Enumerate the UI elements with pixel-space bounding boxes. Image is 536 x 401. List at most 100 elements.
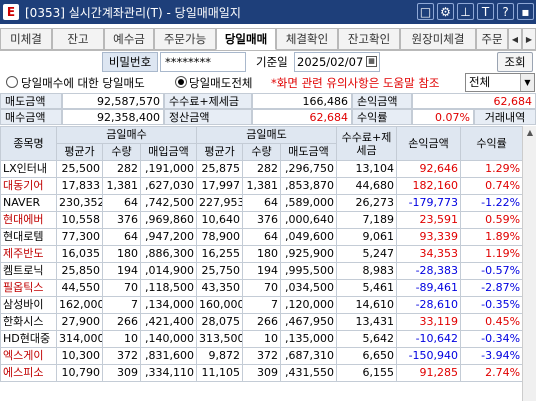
stock-name[interactable]: 대동기어 [0, 177, 57, 195]
help-icon[interactable]: ? [497, 3, 514, 20]
trade-table: 종목명 금일매수 금일매도 수수료+제세금 손익금액 수익률 평균가 수량 매입… [0, 126, 524, 382]
query-button[interactable]: 조회 [497, 52, 533, 72]
cell-pnl: 92,646 [396, 160, 462, 178]
table-row[interactable]: 에스피소 10,790 309,334,110 11,105 309,431,550 6,… [0, 364, 524, 382]
cell-b-amt: ,831,600 [139, 347, 198, 365]
radio-all-sells-label[interactable]: 당일매도전체 [189, 76, 253, 90]
cell-b-avg: 16,035 [56, 245, 103, 263]
tab-daily-trading[interactable]: 당일매매 [216, 28, 276, 50]
cell-pnl: 34,353 [396, 245, 462, 263]
cell-s-avg: 9,872 [196, 347, 244, 365]
stock-name[interactable]: 한화시스 [0, 313, 57, 331]
cell-s-avg: 17,997 [196, 177, 244, 195]
tab-scroll-right-icon[interactable]: ▶ [522, 28, 536, 50]
cell-ret: -0.57% [460, 262, 524, 280]
stock-name[interactable]: 엑스게이 [0, 347, 57, 365]
stock-name[interactable]: HD현대중 [0, 330, 57, 348]
col-sell-avg[interactable]: 평균가 [196, 143, 244, 161]
cell-s-qty: 372 [242, 347, 282, 365]
window-link-icon[interactable]: □ [417, 3, 434, 20]
stock-name[interactable]: 현대로템 [0, 228, 57, 246]
pin-icon[interactable]: ⊥ [457, 3, 474, 20]
radio-same-day-buy-sell[interactable] [6, 76, 18, 88]
chevron-down-icon[interactable]: ▼ [520, 74, 534, 91]
col-name[interactable]: 종목명 [0, 126, 57, 161]
tab-unfilled[interactable]: 미체결 [0, 28, 52, 50]
filter-select[interactable]: 전체 ▼ [465, 73, 535, 92]
fee-tax-value: 166,486 [252, 93, 352, 109]
col-sell-qty[interactable]: 수량 [242, 143, 282, 161]
col-buy-amount[interactable]: 매입금액 [139, 143, 198, 161]
stock-name[interactable]: 켐트로닉 [0, 262, 57, 280]
col-pnl[interactable]: 손익금액 [396, 126, 462, 161]
table-row[interactable]: 엑스게이 10,300 372,831,600 9,872 372,687,310 6,6… [0, 347, 524, 365]
scroll-up-icon[interactable]: ▲ [526, 128, 534, 137]
cell-b-avg: 25,850 [56, 262, 103, 280]
table-row[interactable]: 켐트로닉 25,850 194,014,900 25,750 194,995,500 8,… [0, 262, 524, 280]
cell-pnl: -28,610 [396, 296, 462, 314]
settings-icon[interactable]: ⚙ [437, 3, 454, 20]
summary-row: 매도금액 92,587,570 수수료+제세금 166,486 손익금액 62,… [0, 93, 536, 109]
cell-b-qty: 194 [102, 262, 141, 280]
table-row[interactable]: 한화시스 27,900 266,421,400 28,075 266,467,950 13… [0, 313, 524, 331]
table-row[interactable]: 대동기어 17,833 1,381,627,030 17,997 1,381,853,8… [0, 177, 524, 195]
table-row[interactable]: NAVER 230,352 64,742,500 227,953 64,589,000 2… [0, 194, 524, 212]
buy-amount-label: 매수금액 [0, 109, 62, 125]
table-row[interactable]: 필옵틱스 44,550 70,118,500 43,350 70,034,500 5,46… [0, 279, 524, 297]
cell-b-amt: ,627,030 [139, 177, 198, 195]
radio-all-sells[interactable] [175, 76, 187, 88]
col-return[interactable]: 수익률 [460, 126, 524, 161]
col-buy-qty[interactable]: 수량 [102, 143, 141, 161]
date-input[interactable]: 2025/02/07 ▦ [294, 52, 380, 72]
table-row[interactable]: 삼성바이 162,000 7,134,000 160,000 7,120,000 14,6… [0, 296, 524, 314]
radio-same-day-buy-sell-label[interactable]: 당일매수에 대한 당일매도 [21, 76, 145, 90]
cell-ret: 0.74% [460, 177, 524, 195]
cell-fee: 5,461 [336, 279, 398, 297]
col-fee-tax[interactable]: 수수료+제세금 [336, 126, 398, 161]
vertical-scrollbar[interactable]: ▲ [522, 126, 536, 401]
cell-s-avg: 227,953 [196, 194, 244, 212]
stock-name[interactable]: 필옵틱스 [0, 279, 57, 297]
table-row[interactable]: 현대에버 10,558 376,969,860 10,640 376,000,640 7,… [0, 211, 524, 229]
cell-ret: 1.89% [460, 228, 524, 246]
table-row[interactable]: 현대로템 77,300 64,947,200 78,900 64,049,600 9,06… [0, 228, 524, 246]
cell-b-amt: ,969,860 [139, 211, 198, 229]
stock-name[interactable]: 에스피소 [0, 364, 57, 382]
return-value: 0.07% [412, 109, 474, 125]
tab-balance[interactable]: 잔고 [52, 28, 104, 50]
col-buy-avg[interactable]: 평균가 [56, 143, 103, 161]
tab-order[interactable]: 주문 [476, 28, 508, 50]
stock-name[interactable]: LX인터내 [0, 160, 57, 178]
stock-name[interactable]: NAVER [0, 194, 57, 212]
cell-b-qty: 10 [102, 330, 141, 348]
cell-s-qty: 64 [242, 194, 282, 212]
stock-name[interactable]: 제주반도 [0, 245, 57, 263]
stock-name[interactable]: 삼성바이 [0, 296, 57, 314]
trade-history-link[interactable]: 거래내역 [474, 109, 536, 125]
filter-select-value: 전체 [469, 75, 491, 89]
col-sell-amount[interactable]: 매도금액 [280, 143, 338, 161]
cell-pnl: -150,940 [396, 347, 462, 365]
font-size-icon[interactable]: T [477, 3, 494, 20]
table-row[interactable]: HD현대중 314,000 10,140,000 313,500 10,135,000 5… [0, 330, 524, 348]
cell-fee: 26,273 [336, 194, 398, 212]
cell-b-amt: ,140,000 [139, 330, 198, 348]
stock-name[interactable]: 현대에버 [0, 211, 57, 229]
tab-fill-check[interactable]: 체결확인 [276, 28, 338, 50]
tab-orderable[interactable]: 주문가능 [154, 28, 216, 50]
tab-deposit[interactable]: 예수금 [104, 28, 154, 50]
password-input[interactable]: ******** [160, 52, 246, 72]
cell-b-amt: ,421,400 [139, 313, 198, 331]
tab-scroll-left-icon[interactable]: ◀ [508, 28, 522, 50]
date-value: 2025/02/07 [297, 55, 364, 69]
tab-balance-check[interactable]: 잔고확인 [338, 28, 400, 50]
cell-fee: 7,189 [336, 211, 398, 229]
calendar-icon[interactable]: ▦ [366, 56, 377, 67]
minimize-icon[interactable]: ▪ [517, 3, 534, 20]
cell-pnl: -28,383 [396, 262, 462, 280]
table-row[interactable]: 제주반도 16,035 180,886,300 16,255 180,925,900 5,… [0, 245, 524, 263]
tab-ledger-unfilled[interactable]: 원장미체결 [400, 28, 476, 50]
cell-s-avg: 160,000 [196, 296, 244, 314]
table-row[interactable]: LX인터내 25,500 282,191,000 25,875 282,296,750 1… [0, 160, 524, 178]
cell-s-avg: 16,255 [196, 245, 244, 263]
